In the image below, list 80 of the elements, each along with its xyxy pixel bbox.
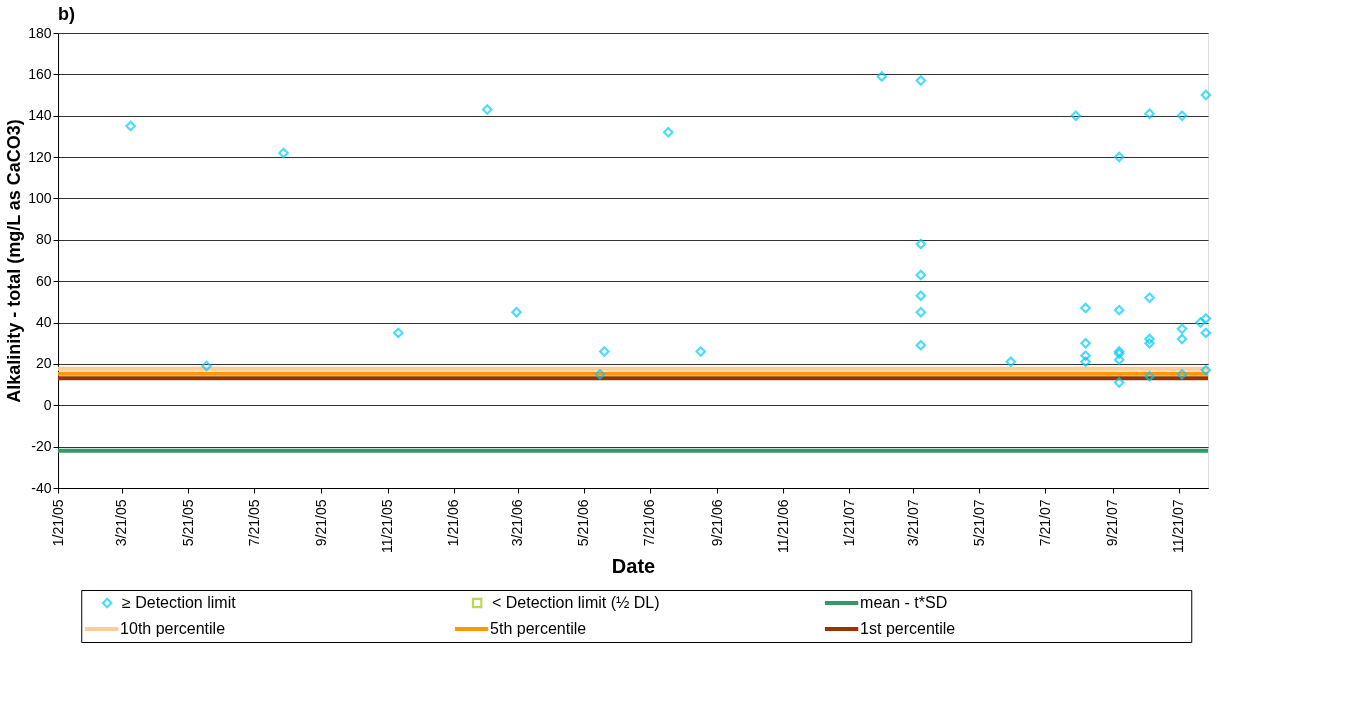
y-tick-label: 80 [35,231,52,248]
x-tick-label: 9/21/07 [1104,499,1121,547]
point [915,340,927,351]
y-tick-label: -20 [31,438,52,455]
x-tick-label: 11/21/06 [774,499,791,553]
point [876,71,888,82]
x-tick-label: 9/21/05 [312,499,329,547]
y-axis-title: Alkalinity - total (mg/L as CaCO3) [4,119,25,403]
x-tick-label: 7/21/05 [245,499,262,547]
point [1144,337,1155,349]
point [1113,304,1125,316]
point [511,306,522,318]
point [915,306,927,318]
x-axis-title: Date [611,554,656,577]
point [915,269,927,281]
x-tick-label: 1/21/06 [445,499,462,547]
x-tick-label: 11/21/05 [379,499,396,553]
y-tick-label: 40 [35,314,52,331]
point [1113,377,1125,388]
x-tick-label: 5/21/05 [179,499,196,547]
x-tick-label: 9/21/06 [708,499,725,547]
x-tick-label: 3/21/05 [113,499,130,547]
y-tick-label: 160 [28,65,52,82]
x-tick-label: 7/21/07 [1036,499,1053,547]
point [1070,110,1082,122]
legend-label: 10th percentile [120,620,226,637]
point [1195,317,1206,328]
point [915,290,927,301]
point [1080,302,1091,314]
point [1176,110,1188,122]
point [1200,327,1212,339]
y-tick-label: 180 [28,24,52,41]
legend-label: < Detection limit (½ DL) [491,594,660,611]
point [125,120,136,132]
point [594,368,606,380]
x-tick-label: 1/21/07 [840,499,857,547]
legend-label: 1st percentile [860,620,956,637]
point [1080,350,1091,361]
x-tick-label: 3/21/07 [904,499,921,547]
y-tick-label: 0 [43,396,52,413]
point [1144,371,1155,382]
point [1113,354,1125,366]
point [1005,356,1017,368]
point [599,346,610,357]
y-tick-label: -40 [31,479,52,496]
point [915,75,927,86]
legend-label: mean - t*SD [860,594,948,611]
point [1176,333,1188,345]
point [1144,292,1155,304]
y-tick-label: 20 [35,355,52,372]
point [201,360,212,372]
point [662,126,674,138]
point [1176,368,1188,380]
point [915,238,927,250]
y-tick-label: 60 [35,272,52,289]
point [1200,364,1212,376]
y-tick-label: 120 [28,148,52,165]
y-tick-label: 140 [28,107,52,124]
x-tick-label: 11/21/07 [1170,499,1187,553]
y-tick-label: 100 [28,189,52,206]
chart-title: b) [58,3,75,24]
point [1080,356,1091,368]
point [278,147,289,159]
point [1200,313,1212,324]
point [695,346,707,357]
point [1144,108,1155,119]
x-tick-label: 5/21/06 [575,499,592,547]
point [481,104,493,115]
point [1176,323,1188,335]
x-tick-label: 7/21/06 [641,499,658,547]
point [1080,337,1091,349]
x-tick-label: 1/21/05 [49,499,66,547]
legend-label: 5th percentile [490,620,587,637]
point [1113,151,1125,163]
x-tick-label: 5/21/07 [970,499,987,547]
point [1144,333,1155,345]
point [393,327,404,339]
point [1200,89,1212,101]
legend-label: ≥ Detection limit [121,594,237,611]
x-tick-label: 3/21/06 [509,499,526,547]
